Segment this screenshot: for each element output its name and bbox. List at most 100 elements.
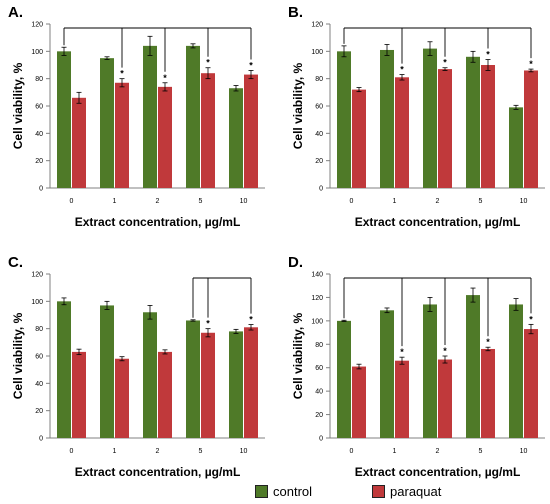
y-tick-label: 60 bbox=[315, 365, 323, 372]
bar-control bbox=[100, 58, 114, 188]
x-tick-label: 5 bbox=[199, 448, 203, 455]
bar-paraquat bbox=[524, 70, 538, 188]
bar-paraquat bbox=[201, 332, 215, 438]
significance-star: * bbox=[206, 319, 210, 329]
significance-star: * bbox=[486, 50, 490, 60]
x-tick-label: 2 bbox=[156, 448, 160, 455]
y-tick-label: 0 bbox=[39, 186, 43, 193]
bar-paraquat bbox=[158, 86, 172, 188]
bar-control bbox=[143, 45, 157, 188]
bar-paraquat bbox=[158, 351, 172, 438]
legend-swatch-control bbox=[255, 484, 268, 498]
significance-star: * bbox=[249, 60, 253, 70]
bar-control bbox=[57, 301, 71, 438]
x-tick-label: 1 bbox=[113, 448, 117, 455]
bar-paraquat bbox=[244, 74, 258, 188]
y-tick-label: 20 bbox=[315, 412, 323, 419]
x-tick-label: 10 bbox=[240, 448, 248, 455]
significance-star: * bbox=[443, 58, 447, 68]
significance-star: * bbox=[529, 59, 533, 69]
y-tick-label: 120 bbox=[311, 295, 323, 302]
x-tick-label: 2 bbox=[436, 198, 440, 205]
x-tick-label: 0 bbox=[350, 198, 354, 205]
y-tick-label: 40 bbox=[315, 131, 323, 138]
significance-star: * bbox=[529, 314, 533, 324]
y-tick-label: 120 bbox=[311, 22, 323, 29]
y-tick-label: 120 bbox=[31, 272, 43, 279]
bar-control bbox=[466, 295, 480, 438]
legend-item-control: control bbox=[255, 484, 312, 499]
significance-star: * bbox=[400, 65, 404, 75]
panel-label: C. bbox=[8, 254, 23, 271]
legend-label-paraquat: paraquat bbox=[390, 483, 442, 499]
y-tick-label: 0 bbox=[39, 436, 43, 443]
x-tick-label: 0 bbox=[350, 448, 354, 455]
x-tick-label: 1 bbox=[113, 198, 117, 205]
bar-control bbox=[143, 312, 157, 438]
significance-star: * bbox=[249, 315, 253, 325]
legend-label-control: control bbox=[273, 483, 313, 499]
bar-paraquat bbox=[438, 69, 452, 188]
x-tick-label: 2 bbox=[436, 448, 440, 455]
x-tick-label: 10 bbox=[520, 198, 528, 205]
y-tick-label: 80 bbox=[315, 342, 323, 349]
y-tick-label: 20 bbox=[315, 158, 323, 165]
y-tick-label: 60 bbox=[35, 104, 43, 111]
y-tick-label: 60 bbox=[35, 354, 43, 361]
x-axis-title: Extract concentration, µg/mL bbox=[75, 215, 241, 229]
bar-paraquat bbox=[395, 360, 409, 438]
bar-paraquat bbox=[115, 82, 129, 188]
significance-star: * bbox=[400, 347, 404, 357]
bar-paraquat bbox=[481, 65, 495, 188]
y-tick-label: 100 bbox=[311, 318, 323, 325]
bar-control bbox=[509, 107, 523, 188]
legend: control paraquat bbox=[255, 481, 501, 501]
x-tick-label: 5 bbox=[479, 198, 483, 205]
significance-star: * bbox=[486, 337, 490, 347]
bar-control bbox=[380, 49, 394, 188]
significance-star: * bbox=[120, 69, 124, 79]
panel-label: D. bbox=[288, 254, 303, 271]
x-tick-label: 2 bbox=[156, 198, 160, 205]
y-axis-title: Cell viability, % bbox=[11, 312, 25, 399]
y-tick-label: 0 bbox=[319, 436, 323, 443]
y-tick-label: 60 bbox=[315, 104, 323, 111]
bar-paraquat bbox=[244, 327, 258, 438]
x-axis-title: Extract concentration, µg/mL bbox=[355, 465, 521, 479]
x-tick-label: 5 bbox=[479, 448, 483, 455]
y-tick-label: 80 bbox=[35, 76, 43, 83]
y-tick-label: 100 bbox=[311, 49, 323, 56]
bar-paraquat bbox=[481, 348, 495, 438]
bar-control bbox=[337, 51, 351, 189]
x-axis-title: Extract concentration, µg/mL bbox=[355, 215, 521, 229]
y-axis-title: Cell viability, % bbox=[291, 62, 305, 149]
y-tick-label: 40 bbox=[315, 389, 323, 396]
x-tick-label: 1 bbox=[393, 448, 397, 455]
chart-panel-2: B. 0 20 40 60 80 100 120 * * * * 0 1 2 5 10 Extract conce… bbox=[288, 4, 545, 229]
x-tick-label: 0 bbox=[70, 198, 74, 205]
bar-control bbox=[337, 320, 351, 438]
y-axis-title: Cell viability, % bbox=[291, 312, 305, 399]
bar-control bbox=[186, 320, 200, 438]
bar-paraquat bbox=[352, 89, 366, 188]
bar-control bbox=[509, 304, 523, 438]
x-tick-label: 10 bbox=[520, 448, 528, 455]
bar-paraquat bbox=[201, 73, 215, 188]
x-tick-label: 0 bbox=[70, 448, 74, 455]
legend-swatch-paraquat bbox=[372, 484, 386, 498]
bar-control bbox=[57, 51, 71, 189]
bar-paraquat bbox=[72, 351, 86, 438]
bar-paraquat bbox=[524, 329, 538, 438]
significance-star: * bbox=[206, 58, 210, 68]
y-axis-title: Cell viability, % bbox=[11, 62, 25, 149]
bar-control bbox=[100, 305, 114, 438]
bar-control bbox=[229, 331, 243, 438]
chart-panel-3: C. 0 20 40 60 80 100 120 * * 0 1 2 5 10 Extract concent… bbox=[8, 254, 265, 479]
bar-control bbox=[229, 88, 243, 188]
bar-paraquat bbox=[395, 77, 409, 188]
bar-control bbox=[423, 304, 437, 438]
panel-label: A. bbox=[8, 4, 23, 21]
legend-item-paraquat: paraquat bbox=[372, 484, 441, 499]
bar-paraquat bbox=[438, 359, 452, 438]
